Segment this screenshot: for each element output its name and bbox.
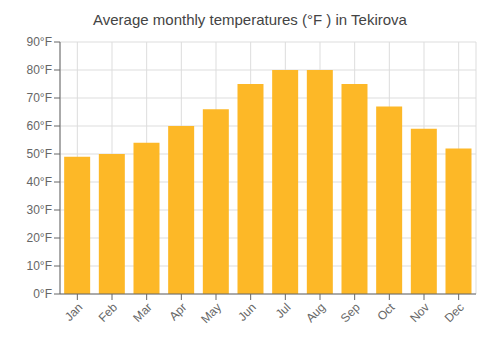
html-text:Average monthly temperatures (: Average monthly temperatures (°F ) in Te…	[93, 11, 407, 28]
svg-text:Dec: Dec	[442, 300, 467, 325]
svg-text:Jan: Jan	[62, 300, 86, 324]
svg-text:Apr: Apr	[166, 300, 189, 323]
svg-text:60°F: 60°F	[27, 119, 52, 133]
svg-text:70°F: 70°F	[27, 91, 52, 105]
svg-text:Feb: Feb	[96, 300, 121, 325]
svg-text:40°F: 40°F	[27, 175, 52, 189]
svg-text:90°F: 90°F	[27, 35, 52, 49]
svg-text:10°F: 10°F	[27, 259, 52, 273]
svg-text:Oct: Oct	[374, 300, 398, 324]
svg-text:80°F: 80°F	[27, 63, 52, 77]
svg-text:50°F: 50°F	[27, 147, 52, 161]
svg-text:Sep: Sep	[338, 300, 363, 325]
svg-text:0°F: 0°F	[33, 287, 52, 301]
svg-text:20°F: 20°F	[27, 231, 52, 245]
svg-text:Jul: Jul	[273, 300, 294, 321]
svg-text:Aug: Aug	[303, 300, 328, 325]
svg-text:30°F: 30°F	[27, 203, 52, 217]
svg-text:May: May	[198, 300, 224, 326]
svg-text:Mar: Mar	[130, 300, 155, 325]
svg-text:Nov: Nov	[407, 300, 432, 325]
svg-text:Jun: Jun	[235, 300, 259, 324]
